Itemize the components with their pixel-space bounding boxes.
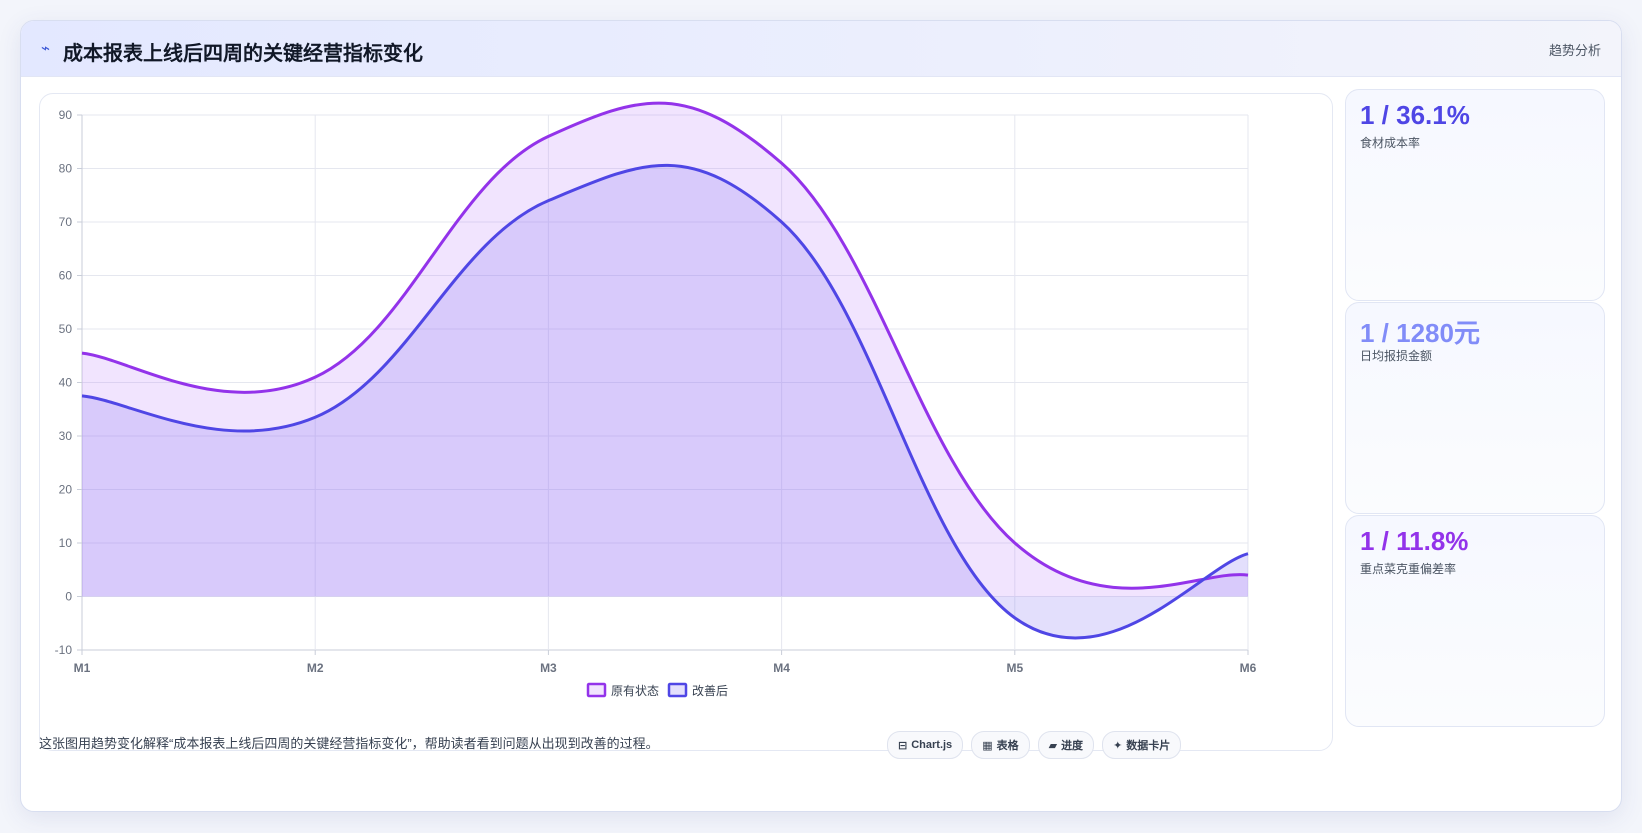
- legend-label: 改善后: [692, 683, 728, 698]
- feature-chips: ⊟ Chart.js ▦ 表格 ▰ 进度 ✦ 数据卡片: [887, 731, 1182, 759]
- x-tick-label: M5: [1006, 661, 1023, 675]
- chart-caption: 这张图用趋势变化解释“成本报表上线后四周的关键经营指标变化”，帮助读者看到问题从…: [39, 736, 659, 751]
- trend-line-icon: ⌁: [41, 40, 51, 57]
- table-icon: ▦: [982, 739, 993, 752]
- chip-label: 进度: [1061, 740, 1084, 752]
- x-tick-label: M2: [307, 661, 324, 675]
- series-area: [82, 103, 1248, 597]
- y-tick-label: -10: [55, 643, 73, 657]
- y-tick-label: 0: [65, 590, 72, 604]
- y-tick-label: 60: [59, 269, 73, 283]
- kpi-label: 食材成本率: [1360, 136, 1421, 150]
- series-line: [81, 163, 1249, 640]
- kpi-label: 日均报损金额: [1360, 349, 1433, 363]
- kpi-label: 重点菜克重偏差率: [1360, 562, 1457, 576]
- x-tick-label: M4: [773, 661, 790, 675]
- kpi-value: 1 / 1280元: [1360, 318, 1480, 348]
- progress-icon: ▰: [1048, 739, 1058, 752]
- series-area: [82, 165, 1248, 639]
- legend-label: 原有状态: [611, 684, 659, 698]
- kpi-card-food-cost: 1 / 36.1% 食材成本率: [1345, 89, 1605, 301]
- page-title: 成本报表上线后四周的关键经营指标变化: [63, 43, 423, 65]
- kpi-value: 1 / 36.1%: [1360, 100, 1470, 130]
- y-tick-label: 90: [59, 108, 73, 122]
- chip-label: 表格: [996, 740, 1019, 752]
- y-tick-label: 30: [59, 429, 73, 443]
- y-tick-label: 20: [59, 483, 73, 497]
- x-tick-label: M3: [540, 661, 557, 675]
- chip-chartjs[interactable]: ⊟ Chart.js: [887, 731, 964, 759]
- dashboard-card: ⌁ 成本报表上线后四周的关键经营指标变化 趋势分析 90 80 70 60 50 40 30…: [20, 20, 1622, 812]
- analysis-tag: 趋势分析: [1548, 43, 1601, 58]
- kpi-value: 1 / 11.8%: [1360, 526, 1469, 556]
- kpi-card-weight-deviation: 1 / 11.8% 重点菜克重偏差率: [1345, 515, 1605, 727]
- y-tick-label: 40: [59, 376, 73, 390]
- chip-label: Chart.js: [911, 739, 953, 751]
- x-tick-label: M1: [74, 661, 91, 675]
- kpi-card-daily-loss: 1 / 1280元 日均报损金额: [1345, 302, 1605, 514]
- chip-data-cards[interactable]: ✦ 数据卡片: [1102, 731, 1182, 759]
- chart-icon: ⊟: [898, 739, 908, 752]
- chart-panel: 90 80 70 60 50 40 30 20 10 0 -10 M1 M2 M3 M4 M5 M6 原有状态 改善…: [39, 93, 1333, 751]
- y-tick-label: 50: [59, 322, 73, 336]
- legend-swatch: [586, 682, 607, 698]
- sparkle-icon: ✦: [1113, 739, 1123, 752]
- chip-table[interactable]: ▦ 表格: [971, 731, 1030, 759]
- chip-progress[interactable]: ▰ 进度: [1037, 731, 1095, 759]
- y-tick-label: 70: [59, 215, 73, 229]
- card-header: ⌁ 成本报表上线后四周的关键经营指标变化 趋势分析: [21, 21, 1621, 77]
- y-tick-label: 10: [59, 536, 73, 550]
- y-tick-label: 80: [59, 162, 73, 176]
- chip-label: 数据卡片: [1126, 740, 1171, 752]
- x-tick-label: M6: [1240, 661, 1257, 675]
- series-line: [81, 101, 1249, 590]
- legend-swatch: [667, 682, 688, 698]
